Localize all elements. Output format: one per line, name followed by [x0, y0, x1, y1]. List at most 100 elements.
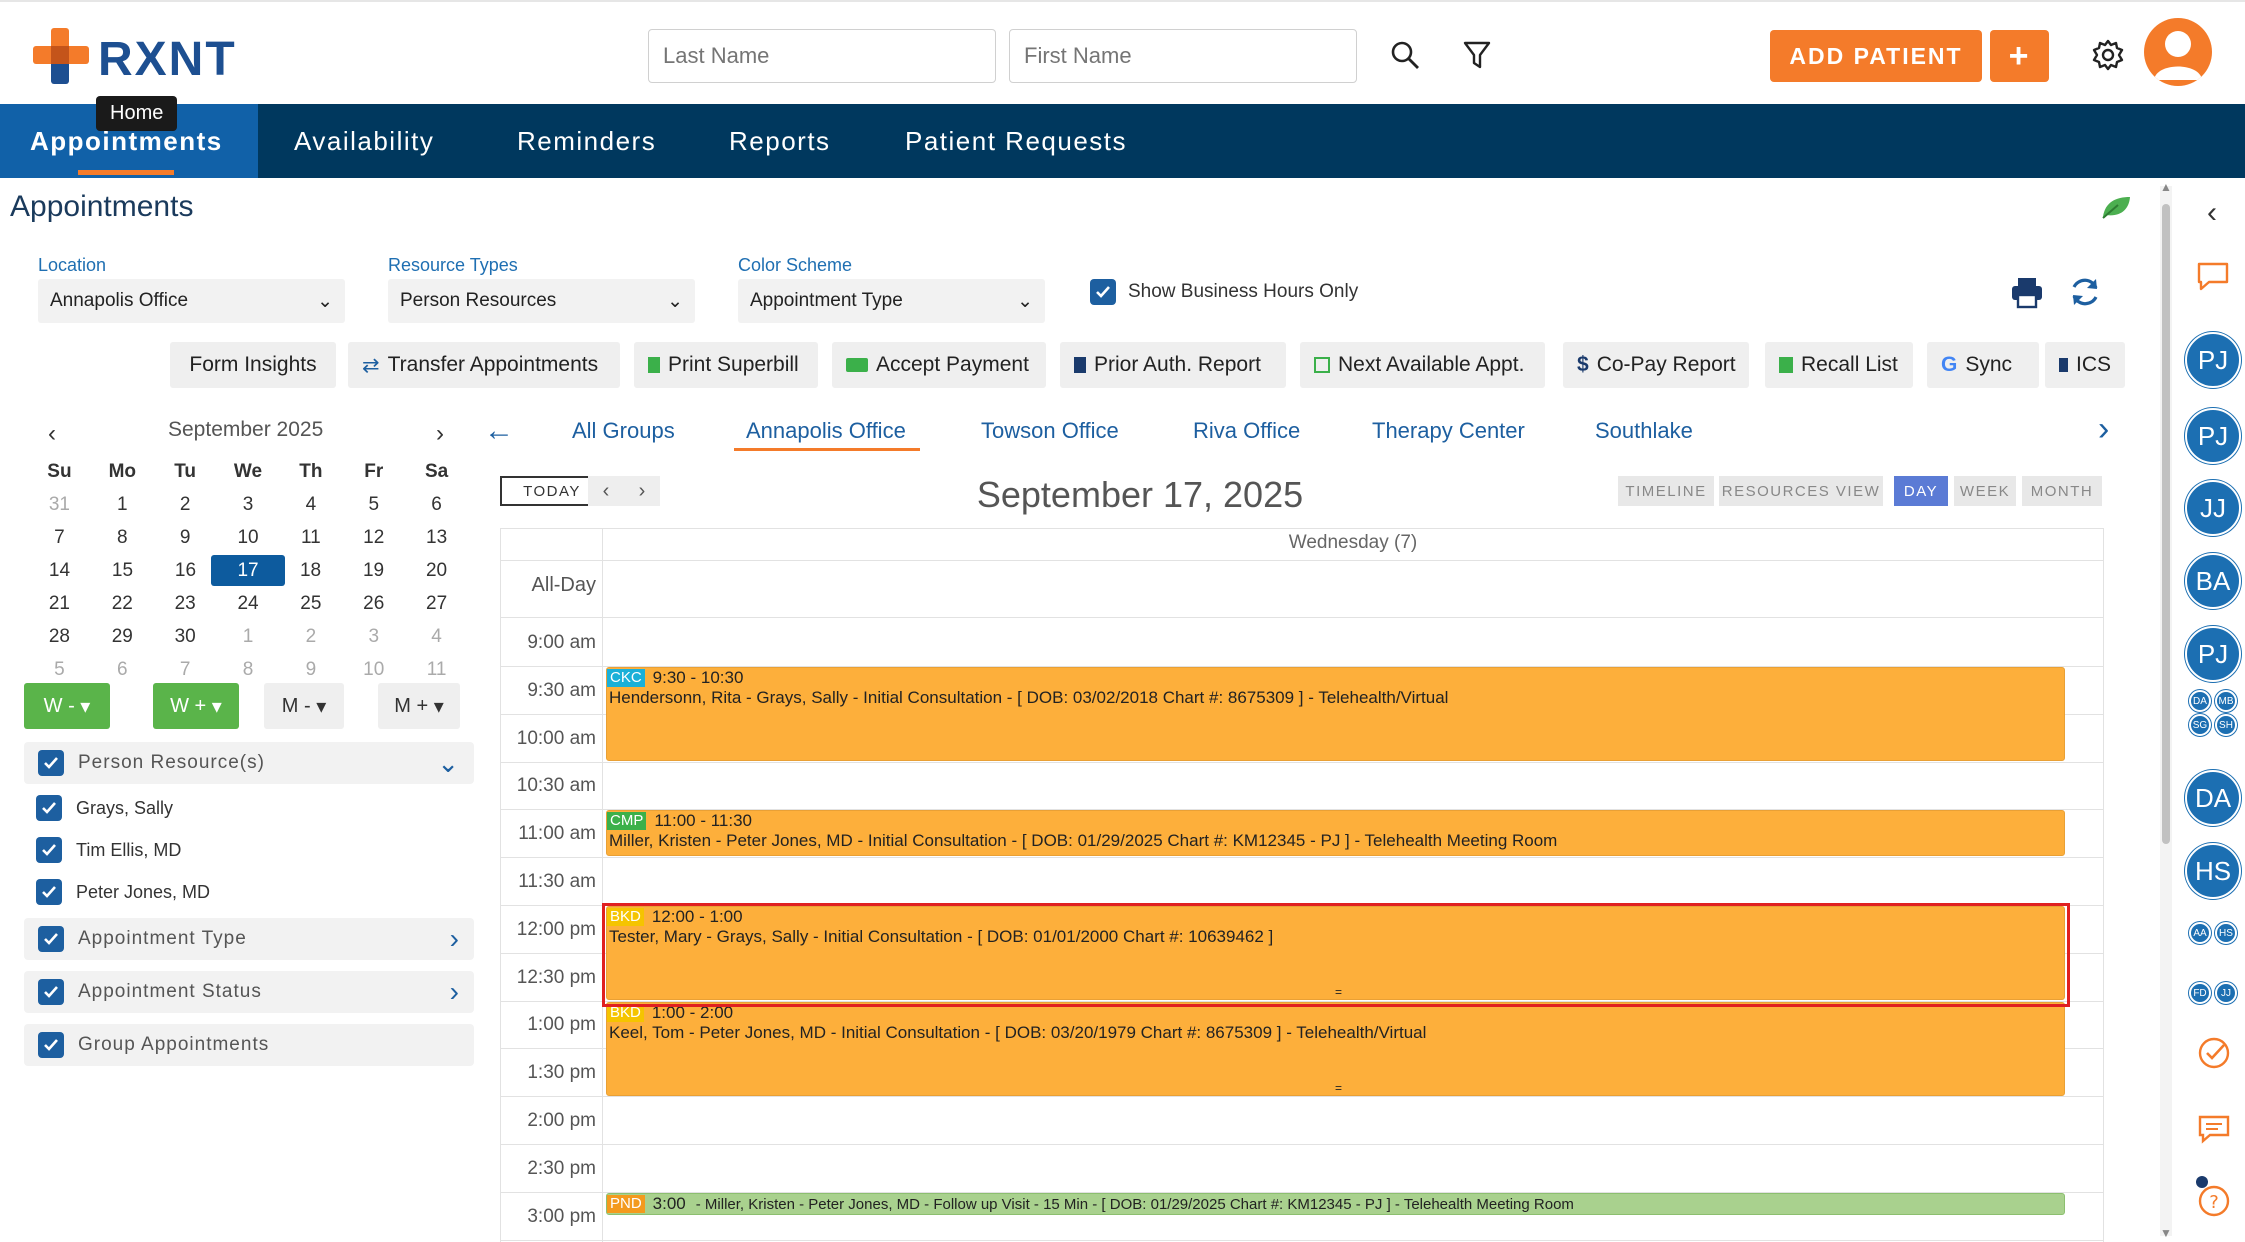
mini-cal-day[interactable]: 25 [300, 592, 322, 614]
mini-cal-day[interactable]: 20 [425, 559, 448, 581]
first-name-input[interactable] [1009, 29, 1357, 83]
checkbox-checked-icon[interactable] [38, 926, 64, 952]
view-week-button[interactable]: WEEK [1954, 476, 2016, 506]
mini-cal-day[interactable]: 17 [210, 555, 286, 586]
checkbox-checked-icon[interactable] [36, 795, 62, 821]
checkbox-checked-icon[interactable] [36, 837, 62, 863]
mini-cal-day[interactable]: 4 [431, 625, 442, 647]
week-plus-button[interactable]: W + ▾ [153, 683, 239, 729]
mini-cal-day[interactable]: 30 [174, 625, 196, 647]
mini-cal-day[interactable]: 14 [48, 559, 71, 581]
week-minus-button[interactable]: W - ▾ [24, 683, 110, 729]
recall-list-button[interactable]: Recall List [1765, 342, 1913, 388]
month-plus-button[interactable]: M + ▾ [378, 683, 460, 729]
color-scheme-select[interactable]: Appointment Type ⌄ [738, 279, 1045, 323]
group-tab-riva[interactable]: Riva Office [1193, 418, 1301, 443]
mini-cal-day[interactable]: 27 [426, 592, 448, 614]
mini-cal-day[interactable]: 16 [174, 559, 197, 581]
appointment-block[interactable]: CMP 11:00 - 11:30 Miller, Kristen - Peter … [606, 810, 2065, 856]
mini-cal-day[interactable]: 4 [305, 493, 317, 515]
mini-cal-day[interactable]: 28 [48, 625, 70, 647]
add-patient-button[interactable]: ADD PATIENT [1770, 30, 1982, 82]
print-icon[interactable] [2010, 275, 2044, 309]
resource-item[interactable]: Tim Ellis, MD [36, 837, 181, 863]
nav-availability[interactable]: Availability [294, 125, 435, 156]
mini-cal-day[interactable]: 10 [237, 526, 259, 548]
resource-avatar-small[interactable]: DA [2189, 690, 2211, 712]
mini-cal-day[interactable]: 8 [117, 526, 128, 548]
help-icon[interactable]: ? [2197, 1184, 2231, 1218]
chevron-right-icon[interactable]: › [449, 976, 460, 1007]
mini-cal-day[interactable]: 1 [117, 493, 128, 515]
mini-cal-day[interactable]: 9 [305, 658, 317, 680]
mini-cal-day[interactable]: 13 [426, 526, 448, 548]
appointment-status-panel[interactable]: Appointment Status › [24, 971, 474, 1013]
appointment-block[interactable]: PND 3:00 - Miller, Kristen - Peter Jones, … [606, 1193, 2065, 1215]
sync-button[interactable]: G Sync [1927, 342, 2039, 388]
next-day-icon[interactable]: › [638, 479, 646, 502]
mini-cal-day[interactable]: 10 [363, 658, 385, 680]
collapse-chevron-icon[interactable]: ‹ [2207, 196, 2217, 229]
view-timeline-button[interactable]: TIMELINE [1618, 476, 1714, 506]
mini-cal-day[interactable]: 24 [237, 592, 259, 614]
task-check-icon[interactable] [2197, 1036, 2231, 1070]
resource-avatar-small[interactable]: MB [2215, 690, 2237, 712]
search-icon[interactable] [1390, 40, 1420, 70]
add-patient-plus-button[interactable]: + [1990, 30, 2049, 82]
message-icon[interactable] [2197, 1114, 2231, 1144]
chevron-down-icon[interactable]: ⌄ [437, 747, 460, 778]
mini-cal-day[interactable]: 21 [48, 592, 70, 614]
resource-avatar-small[interactable]: HS [2215, 922, 2237, 944]
resource-avatar-small[interactable]: JJ [2215, 982, 2237, 1004]
mini-cal-day[interactable]: 3 [368, 625, 380, 647]
resource-avatar-small[interactable]: FD [2189, 982, 2211, 1004]
mini-cal-day[interactable]: 3 [242, 493, 254, 515]
checkbox-checked-icon[interactable] [1090, 279, 1116, 305]
gear-icon[interactable] [2091, 38, 2125, 72]
mini-cal-day[interactable]: 12 [363, 526, 385, 548]
groups-next-icon[interactable]: › [2098, 410, 2110, 448]
resource-avatar[interactable]: PJ [2185, 332, 2241, 388]
chevron-right-icon[interactable]: › [449, 923, 460, 954]
mini-cal-day[interactable]: 26 [363, 592, 385, 614]
mini-cal-day[interactable]: 29 [111, 625, 133, 647]
resource-avatar-small[interactable]: AA [2189, 922, 2211, 944]
mini-cal-day[interactable]: 5 [368, 493, 380, 515]
resource-types-select[interactable]: Person Resources ⌄ [388, 279, 695, 323]
nav-patient-requests[interactable]: Patient Requests [905, 125, 1128, 156]
mini-cal-day[interactable]: 7 [179, 658, 191, 680]
chat-bubble-icon[interactable] [2195, 260, 2231, 292]
resource-avatar[interactable]: HS [2185, 843, 2241, 899]
mini-cal-day[interactable]: 19 [362, 559, 385, 581]
resource-avatar[interactable]: PJ [2185, 408, 2241, 464]
mini-cal-day[interactable]: 6 [431, 493, 442, 515]
next-available-button[interactable]: Next Available Appt. [1300, 342, 1545, 388]
resource-avatar-small[interactable]: SH [2215, 714, 2237, 736]
person-resources-panel[interactable]: Person Resource(s) ⌄ [24, 742, 474, 784]
mini-cal-day[interactable]: 2 [179, 493, 191, 515]
checkbox-checked-icon[interactable] [38, 1032, 64, 1058]
scrollbar-thumb[interactable] [2162, 204, 2170, 844]
appointment-block[interactable]: BKD 12:00 - 1:00 Tester, Mary - Grays, Sal… [606, 906, 2065, 1000]
appointment-type-panel[interactable]: Appointment Type › [24, 918, 474, 960]
scroll-down-icon[interactable]: ▼ [2160, 1226, 2172, 1240]
checkbox-checked-icon[interactable] [38, 750, 64, 776]
nav-reports[interactable]: Reports [729, 125, 831, 156]
filter-icon[interactable] [1463, 40, 1491, 70]
location-select[interactable]: Annapolis Office ⌄ [38, 279, 345, 323]
group-tab-therapy[interactable]: Therapy Center [1372, 418, 1525, 443]
resource-item[interactable]: Peter Jones, MD [36, 879, 210, 905]
mini-cal-day[interactable]: 22 [111, 592, 133, 614]
mini-cal-day[interactable]: 15 [111, 559, 134, 581]
resource-avatar[interactable]: PJ [2185, 626, 2241, 682]
mini-cal-day[interactable]: 11 [301, 526, 321, 548]
mini-cal-day[interactable]: 23 [174, 592, 196, 614]
mini-cal-day[interactable]: 1 [242, 625, 254, 647]
mini-cal-day[interactable]: 7 [54, 526, 65, 548]
leaf-icon[interactable] [2100, 194, 2132, 220]
prev-month-icon[interactable]: ‹ [48, 420, 56, 447]
month-minus-button[interactable]: M - ▾ [264, 683, 344, 729]
back-arrow-icon[interactable]: ← [484, 414, 514, 447]
resource-avatar-small[interactable]: SG [2189, 714, 2211, 736]
last-name-input[interactable] [648, 29, 996, 83]
